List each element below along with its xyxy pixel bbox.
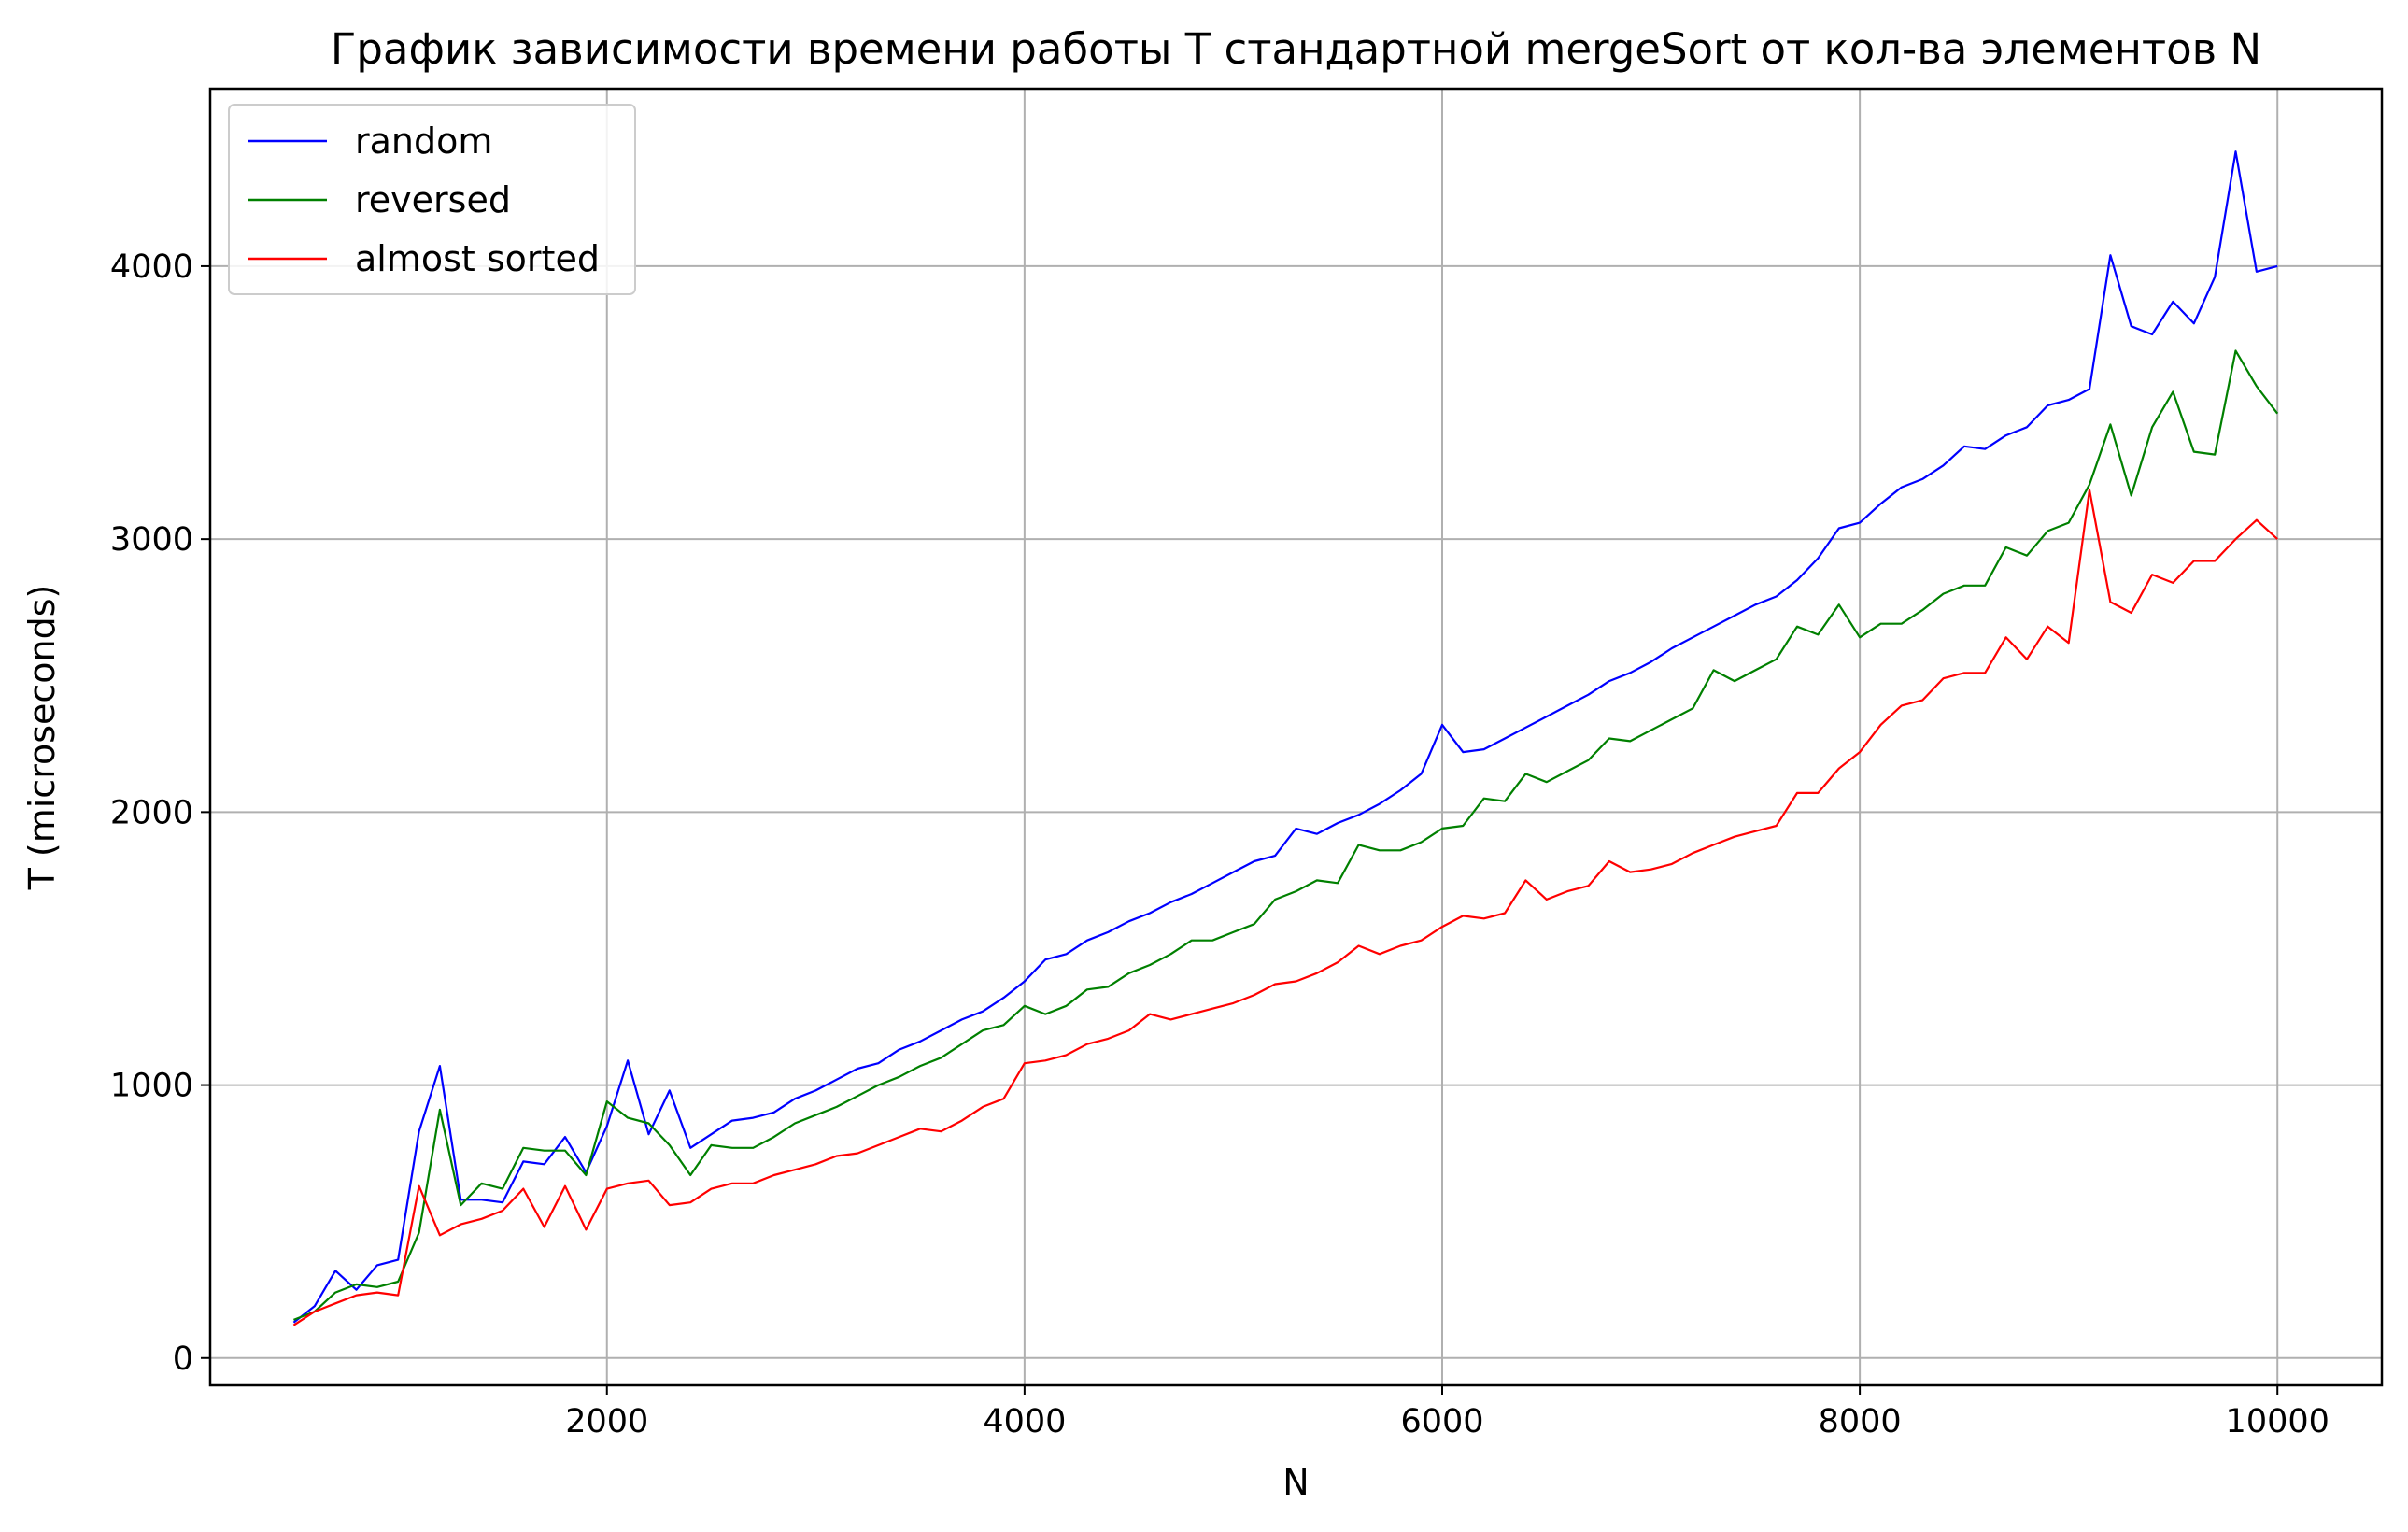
series-line-reversed [292, 349, 2279, 1321]
chart-title: График зависимости времени работы T стан… [331, 24, 2261, 74]
series-line-almost-sorted [292, 489, 2278, 1326]
x-axis-label: N [1282, 1462, 1309, 1503]
legend-label: random [355, 121, 492, 162]
y-axis-label: T (microseconds) [21, 585, 63, 891]
legend-label: almost sorted [355, 238, 600, 279]
y-tick-label: 3000 [110, 521, 193, 559]
plot-frame [208, 87, 2384, 1387]
legend-label: reversed [355, 179, 511, 220]
series-layer [292, 150, 2279, 1326]
x-tick-label: 6000 [1400, 1403, 1483, 1440]
x-tick-label: 8000 [1819, 1403, 1902, 1440]
grid-layer [210, 89, 2382, 1385]
legend: random reversed almost sorted [228, 104, 636, 295]
legend-box [228, 104, 636, 295]
x-tick-label: 2000 [565, 1403, 648, 1440]
x-tick-label: 4000 [983, 1403, 1066, 1440]
y-tick-label: 0 [173, 1340, 193, 1378]
tick-layer: 2000 4000 6000 8000 10000 0 1000 2000 3000 4000 [110, 248, 2330, 1440]
series-line-random [292, 150, 2278, 1324]
y-tick-label: 4000 [110, 248, 193, 286]
y-tick-label: 2000 [110, 794, 193, 831]
x-tick-label: 10000 [2226, 1403, 2330, 1440]
y-tick-label: 1000 [110, 1068, 193, 1105]
